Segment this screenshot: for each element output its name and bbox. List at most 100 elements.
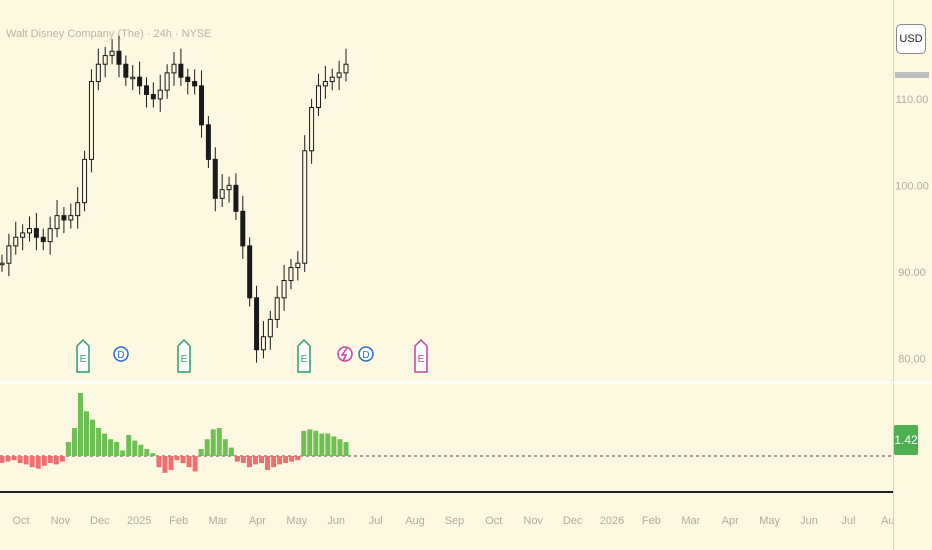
histogram-bar <box>246 456 252 468</box>
candle <box>281 264 287 311</box>
histogram-bar <box>252 456 258 465</box>
histogram-bar <box>41 456 47 466</box>
x-tick-label: Sep <box>445 515 465 527</box>
x-tick-label: Jun <box>327 515 345 527</box>
histogram-bar <box>35 456 41 469</box>
histogram-bar <box>102 433 108 456</box>
candle <box>343 48 349 82</box>
candle <box>20 224 26 251</box>
candle <box>40 228 46 251</box>
x-tick-label: Oct <box>485 515 502 527</box>
histogram-bar <box>325 433 331 456</box>
histogram-bar <box>156 456 162 468</box>
histogram-bar <box>96 428 102 456</box>
histogram-bar <box>240 456 246 463</box>
histogram-bar <box>210 429 216 456</box>
candle <box>116 35 122 78</box>
histogram-bar <box>259 456 265 463</box>
histogram-bar <box>204 439 210 456</box>
x-tick-label: Oct <box>12 515 29 527</box>
price-pane <box>0 35 349 363</box>
candle <box>54 200 60 238</box>
candle <box>260 321 266 359</box>
dividend-circle-icon[interactable]: D <box>113 346 129 362</box>
histogram-bar <box>192 456 198 472</box>
x-tick-label: Dec <box>563 515 583 527</box>
x-tick-label: Dec <box>90 515 110 527</box>
candle <box>157 74 163 112</box>
earnings-flag-icon[interactable]: E <box>76 338 90 373</box>
y-tick-label: 110.00 <box>896 94 929 106</box>
histogram-bar <box>108 439 114 456</box>
chart-title: Walt Disney Company (The) · 24h · NYSE <box>6 28 212 40</box>
histogram-bar <box>343 442 349 456</box>
histogram-bar <box>216 428 222 456</box>
candle <box>240 195 246 259</box>
x-tick-label: May <box>286 515 307 527</box>
y-tick-label: 80.00 <box>898 353 926 365</box>
x-tick-label: Jun <box>800 515 818 527</box>
histogram-bar <box>295 456 301 461</box>
indicator-pane <box>0 393 893 473</box>
candle <box>302 135 308 272</box>
candle <box>185 68 191 95</box>
histogram-bar <box>132 440 138 456</box>
histogram-bar <box>271 456 277 468</box>
candle <box>288 258 294 290</box>
svg-text:E: E <box>80 354 87 365</box>
histogram-bar <box>53 456 59 465</box>
histogram-bar <box>59 456 65 462</box>
histogram-bar <box>120 450 126 456</box>
candle <box>322 65 328 99</box>
price-axis: 110.00 100.00 90.00 80.00 <box>895 94 929 366</box>
histogram-bar <box>29 456 35 468</box>
histogram-bar <box>71 428 77 456</box>
candle <box>82 150 88 212</box>
histogram-bar <box>313 430 319 456</box>
candle <box>205 116 211 169</box>
svg-text:E: E <box>181 354 188 365</box>
candle <box>274 285 280 329</box>
histogram-bar <box>0 456 5 463</box>
candle <box>247 237 253 307</box>
earnings-flag-icon[interactable]: E <box>297 338 311 373</box>
candle <box>267 310 273 350</box>
svg-text:E: E <box>418 354 425 365</box>
candle <box>88 69 94 173</box>
candle <box>315 73 321 117</box>
histogram-bar <box>90 419 96 456</box>
earnings-flag-icon[interactable]: E <box>177 338 191 373</box>
candle <box>130 65 136 91</box>
histogram-bar <box>222 439 228 456</box>
candle <box>27 216 33 242</box>
histogram-bar <box>186 456 192 468</box>
earnings-flag-icon[interactable]: E <box>414 338 428 373</box>
x-tick-label: Jul <box>369 515 383 527</box>
candle <box>329 68 335 91</box>
candle <box>47 216 53 255</box>
candle <box>150 82 156 108</box>
candle <box>295 251 301 281</box>
candle <box>13 221 19 255</box>
histogram-bar <box>150 453 156 456</box>
candle <box>171 52 177 86</box>
histogram-bar <box>174 456 180 461</box>
svg-text:D: D <box>117 350 124 361</box>
split-lightning-icon[interactable] <box>337 346 353 362</box>
histogram-bar <box>198 449 204 456</box>
candle <box>109 39 115 65</box>
dividend-circle-icon[interactable]: D <box>358 346 374 362</box>
histogram-bar <box>138 444 144 456</box>
currency-button[interactable]: USD <box>896 24 926 54</box>
svg-text:E: E <box>301 354 308 365</box>
x-tick-label: Aug <box>405 515 425 527</box>
candle <box>199 70 205 138</box>
x-tick-label: Mar <box>681 515 700 527</box>
y-tick-label: 100.00 <box>895 180 929 192</box>
candle <box>143 77 149 108</box>
x-tick-label: Au <box>881 515 894 527</box>
x-tick-label: Mar <box>209 515 228 527</box>
